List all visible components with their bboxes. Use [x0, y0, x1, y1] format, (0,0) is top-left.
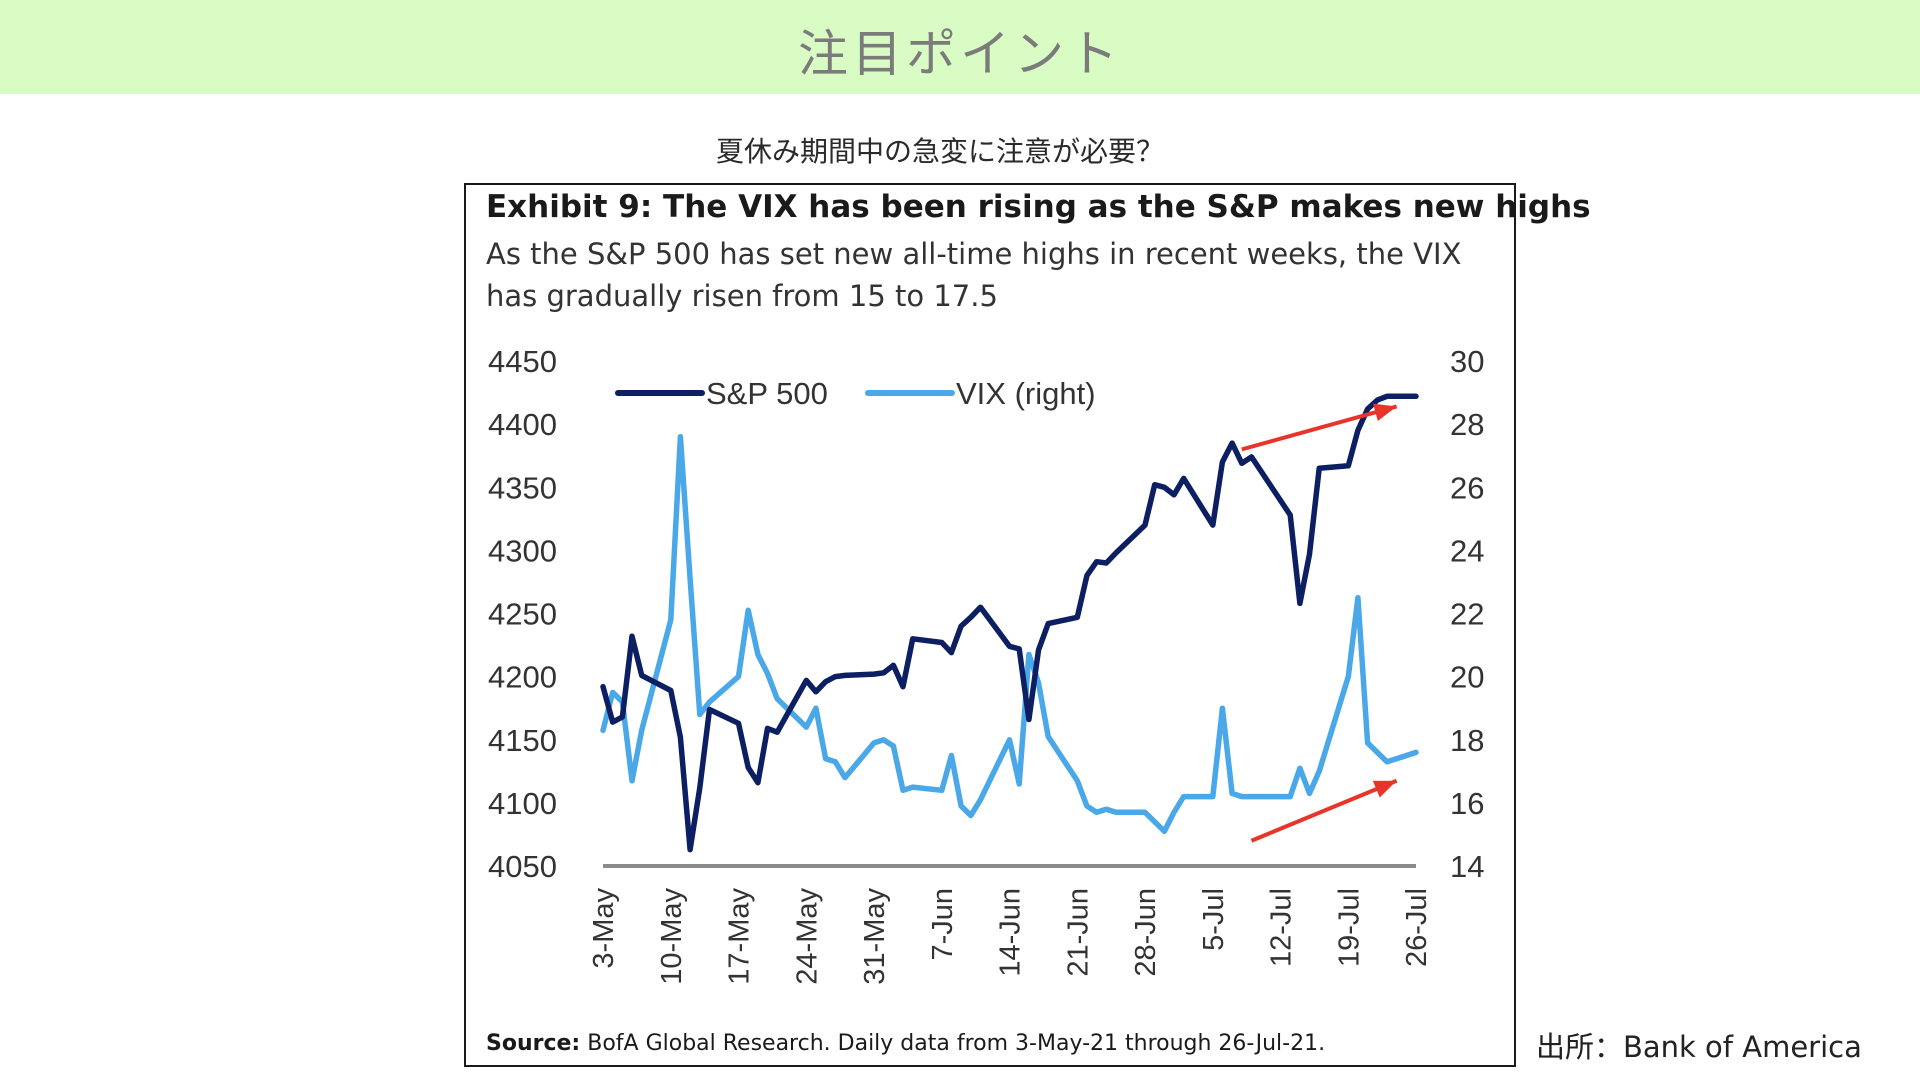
y-right-tick-label: 24: [1450, 533, 1484, 568]
legend-label-vix: VIX (right): [956, 376, 1096, 411]
y-left-tick-label: 4100: [488, 786, 557, 821]
x-tick-label: 3-May: [588, 888, 620, 969]
x-tick-label: 10-May: [656, 888, 688, 985]
page-title: 注目ポイント: [798, 25, 1122, 83]
y-left-tick-label: 4400: [488, 407, 557, 442]
y-left-tick-label: 4300: [488, 533, 557, 568]
y-left-tick-label: 4050: [488, 849, 557, 884]
x-tick-label: 26-Jul: [1401, 888, 1433, 967]
chart-title: Exhibit 9: The VIX has been rising as th…: [486, 189, 1591, 225]
vix-line: [600, 433, 1419, 835]
chart-subtitle: As the S&P 500 has set new all-time high…: [486, 237, 1462, 313]
y-right-tick-label: 28: [1450, 407, 1484, 442]
source-text: BofA Global Research. Daily data from 3-…: [587, 1031, 1326, 1056]
source-label: Source:: [486, 1031, 581, 1056]
y-left-tick-label: 4350: [488, 470, 557, 505]
y-left-tick-label: 4250: [488, 597, 557, 632]
y-right-tick-label: 14: [1450, 849, 1484, 884]
header-banner: 注目ポイント: [0, 0, 1920, 94]
x-tick-label: 24-May: [791, 888, 823, 985]
y-right-tick-label: 30: [1450, 344, 1484, 379]
y-right-tick-label: 22: [1450, 597, 1484, 632]
trend-arrow-head: [1372, 780, 1397, 798]
x-tick-label: 17-May: [724, 888, 756, 985]
trend-arrow-head: [1373, 403, 1397, 421]
x-tick-label: 28-Jun: [1130, 888, 1162, 977]
x-tick-label: 31-May: [859, 888, 891, 985]
x-tick-label: 7-Jun: [927, 888, 959, 961]
chart-source: Source: BofA Global Research. Daily data…: [486, 1031, 1325, 1056]
x-tick-label: 5-Jul: [1198, 888, 1230, 951]
legend-label-spx: S&P 500: [706, 376, 828, 411]
slide-subtitle: 夏休み期間中の急変に注意が必要？: [715, 135, 1164, 168]
x-tick-label: 19-Jul: [1333, 888, 1365, 967]
y-right-tick-label: 18: [1450, 723, 1484, 758]
y-left-tick-label: 4200: [488, 660, 557, 695]
y-right-tick-label: 26: [1450, 470, 1484, 505]
x-tick-label: 21-Jun: [1062, 888, 1094, 977]
attribution: 出所：Bank of America: [1536, 1030, 1862, 1064]
exhibit-panel: Exhibit 9: The VIX has been rising as th…: [464, 183, 1591, 1067]
spx-line: [600, 393, 1419, 853]
y-left-tick-label: 4150: [488, 723, 557, 758]
y-right-tick-label: 16: [1450, 786, 1484, 821]
y-right-tick-label: 20: [1450, 660, 1484, 695]
trend-arrow-shaft: [1241, 404, 1398, 452]
y-left-tick-label: 4450: [488, 344, 557, 379]
line-chart: 4450 4400 4350 4300 4250 4200 4150 4100 4050 30 28…: [488, 344, 1484, 985]
x-tick-label: 14-Jun: [995, 888, 1027, 977]
trend-arrow-shaft: [1250, 778, 1398, 843]
x-tick-label: 12-Jul: [1266, 888, 1298, 967]
